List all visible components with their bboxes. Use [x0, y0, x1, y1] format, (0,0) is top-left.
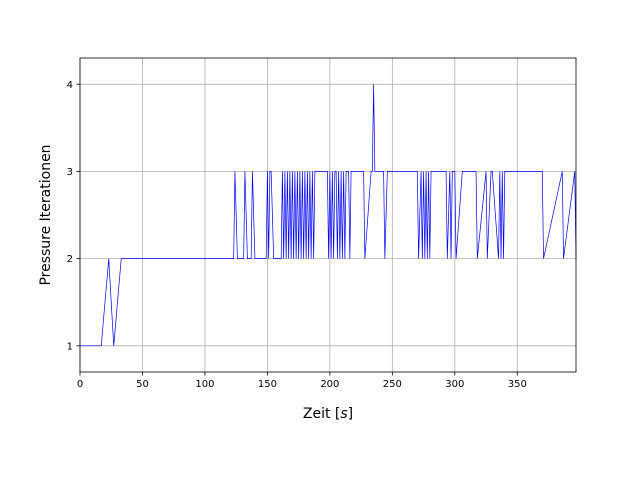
x-tick-label: 150: [258, 379, 277, 390]
series-line-0: [80, 84, 577, 347]
x-tick-label: 300: [445, 379, 464, 390]
x-axis-label-suffix: ]: [348, 406, 353, 422]
y-tick-label: 1: [67, 341, 73, 352]
x-tick-label: 200: [320, 379, 339, 390]
y-tick-label: 3: [67, 167, 73, 178]
x-tick-label: 100: [195, 379, 214, 390]
x-axis-label-unit: s: [340, 406, 347, 422]
grid-lines: [79, 58, 576, 372]
x-axis-ticks: 0 50 100 150 200 250 300 350: [77, 372, 527, 390]
x-tick-label: 50: [136, 379, 149, 390]
plot-frame: [79, 57, 577, 373]
x-tick-label: 250: [383, 379, 402, 390]
x-tick-label: 0: [77, 379, 83, 390]
x-tick-label: 350: [508, 379, 527, 390]
x-axis-label-prefix: Zeit [: [303, 406, 341, 422]
y-axis-ticks: 1 2 3 4: [67, 80, 80, 352]
y-tick-label: 4: [67, 80, 73, 91]
y-tick-label: 2: [67, 254, 73, 265]
x-axis-label: Zeit [s]: [303, 406, 353, 422]
series-layer: [80, 84, 577, 347]
y-axis-label: Pressure Iterationen: [38, 144, 54, 285]
